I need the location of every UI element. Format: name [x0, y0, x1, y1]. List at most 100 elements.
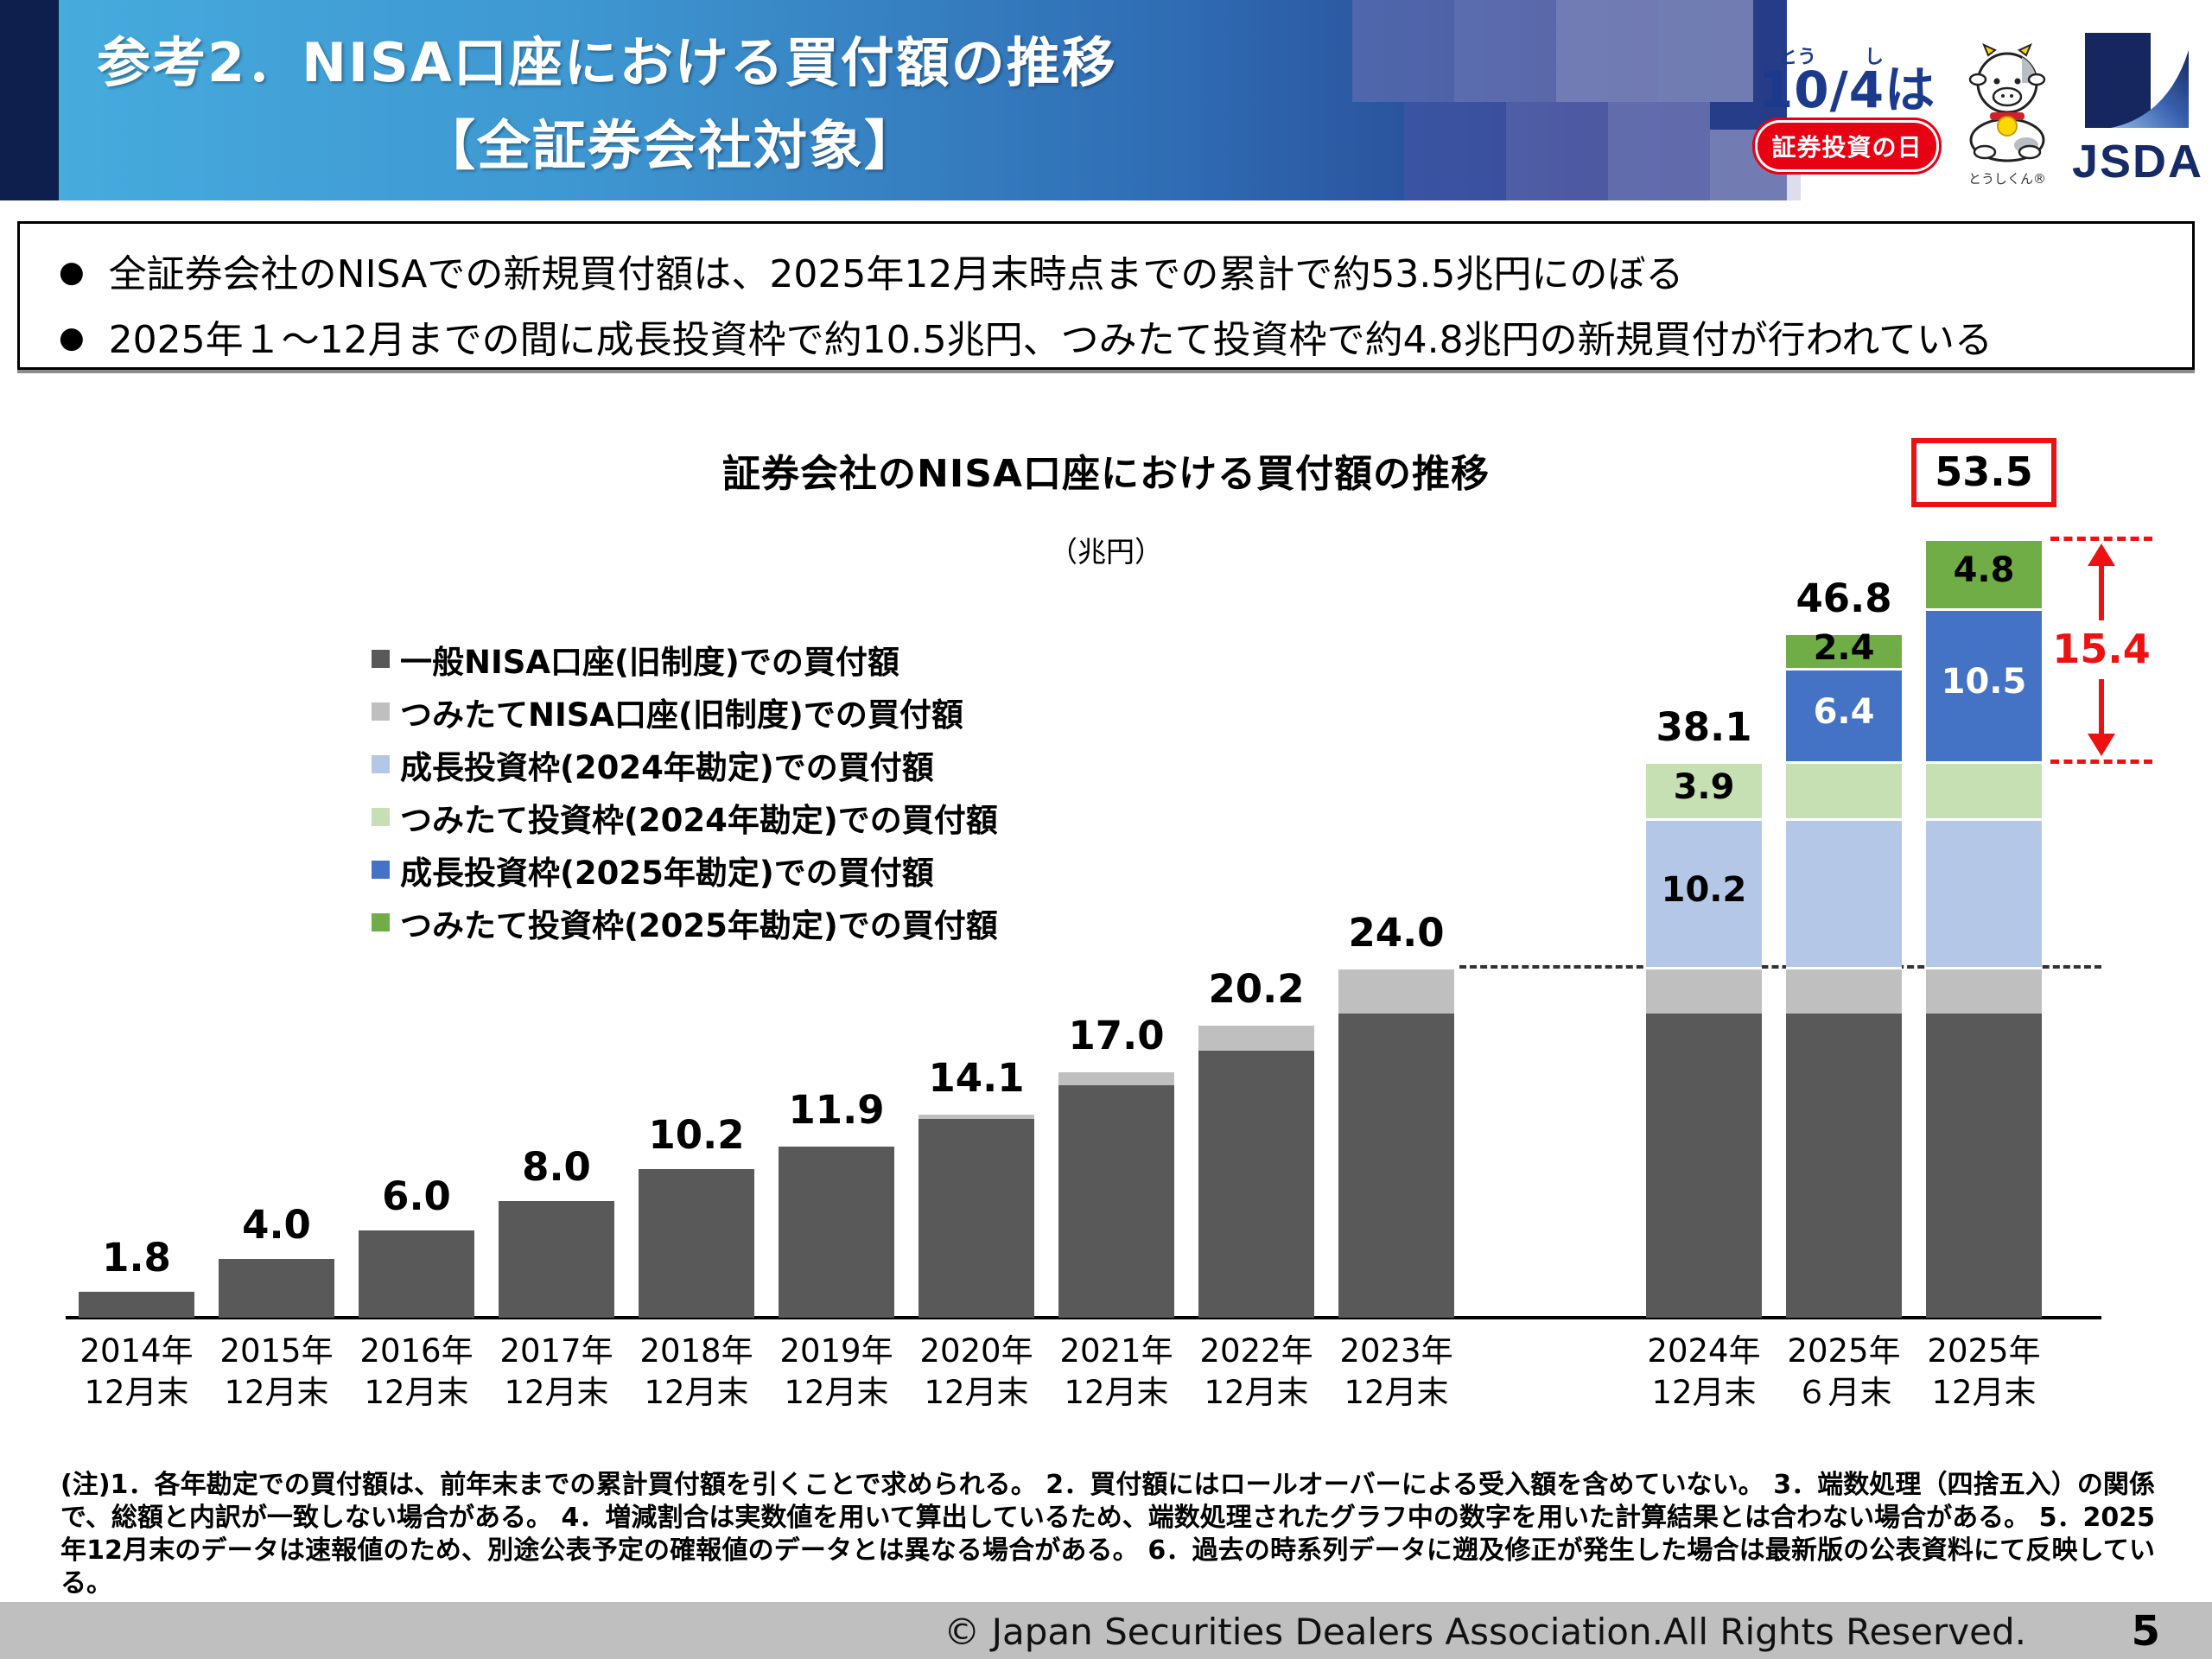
- legend-label: 成長投資枠(2025年勘定)での買付額: [400, 854, 934, 892]
- summary-bullet-1: ● 全証券会社のNISAでの新規買付額は、2025年12月末時点までの累計で約53…: [59, 243, 2167, 298]
- bar-segment-value-label: 2.4: [1813, 627, 1875, 668]
- bar-segment-tsumitate_nisa_old: [1338, 967, 1454, 1014]
- bar-segment-tsumitate_nisa_old: [1926, 967, 2042, 1014]
- bar-total-label: 8.0: [522, 1143, 591, 1190]
- bar-segment-tsumitate_2025: [1926, 537, 2042, 608]
- copyright-text: © Japan Securities Dealers Association.A…: [944, 1611, 2026, 1653]
- legend-swatch-icon: [372, 861, 390, 879]
- slide-title-line2: 【全証券会社対象】: [422, 114, 920, 177]
- red-dashed-line-bottom: [2050, 760, 2152, 765]
- furigana-row: とう し: [1754, 41, 1940, 68]
- x-axis-label: 2014年 12月末: [79, 1332, 194, 1411]
- bar-total-label: 1.8: [102, 1234, 171, 1281]
- bar-segment-growth_2024: [1786, 818, 1902, 968]
- x-axis-label: 2022年 12月末: [1199, 1332, 1313, 1411]
- header-mosaic-square: [1454, 0, 1556, 102]
- bar-segment-general_nisa: [1926, 1014, 2042, 1318]
- investment-day-logo: とう し 10/4は 証券投資の日: [1754, 41, 1940, 169]
- bar-total-label: 20.2: [1208, 965, 1305, 1012]
- legend-swatch-icon: [372, 913, 390, 931]
- page-number: 5: [2131, 1607, 2160, 1656]
- jsda-logo: JSDA: [2072, 33, 2202, 188]
- x-axis-label: 2017年 12月末: [499, 1332, 613, 1411]
- bar-segment-general_nisa: [918, 1119, 1034, 1318]
- bar-segment-general_nisa: [1338, 1014, 1454, 1318]
- header-mosaic-square: [1556, 0, 1658, 102]
- chart-title: 証券会社のNISA口座における買付額の推移: [722, 452, 1490, 496]
- x-axis-label: 2015年 12月末: [219, 1332, 334, 1411]
- mascot-caption: とうしくん®: [1967, 171, 2046, 187]
- bar-segment-tsumitate_nisa_old: [1198, 1022, 1314, 1051]
- furigana-tou: とう: [1778, 47, 1817, 68]
- cow-mascot-icon: [1968, 43, 2046, 162]
- x-axis-label: 2020年 12月末: [919, 1332, 1033, 1411]
- header-mosaic-square: [1404, 102, 1506, 200]
- bar-total-label: 4.0: [242, 1202, 311, 1249]
- bar-segment-tsumitate_nisa_old: [918, 1111, 1034, 1120]
- bar-segment-growth_2025: [1786, 667, 1902, 762]
- bar-segment-tsumitate_2024: [1926, 761, 2042, 819]
- bullet-icon: ●: [59, 255, 85, 289]
- header-banner: 参考2．NISA口座における買付額の推移 【全証券会社対象】 とう し 10/4…: [0, 0, 2212, 200]
- bar-segment-tsumitate_nisa_old: [1646, 967, 1762, 1014]
- legend-item-tsumitate_2025: つみたて投資枠(2025年勘定)での買付額: [372, 896, 998, 949]
- legend-swatch-icon: [372, 755, 390, 773]
- legend-label: 一般NISA口座(旧制度)での買付額: [400, 643, 899, 681]
- bar-total-label: 38.1: [1656, 704, 1752, 751]
- summary-bullet-2-text: 2025年１～12月までの間に成長投資枠で約10.5兆円、つみたて投資枠で約4.…: [108, 318, 1993, 362]
- bar-segment-growth_2024: [1646, 818, 1762, 968]
- legend-label: つみたて投資枠(2024年勘定)での買付額: [400, 801, 998, 839]
- legend-swatch-icon: [372, 702, 390, 721]
- legend-item-tsumitate_nisa_old: つみたてNISA口座(旧制度)での買付額: [372, 685, 998, 738]
- arrow-head-down-icon: [2088, 734, 2115, 757]
- x-axis-line: [66, 1316, 2101, 1319]
- bar-segment-value-label: 10.5: [1941, 662, 2027, 702]
- bar-segment-tsumitate_2025: [1786, 632, 1902, 668]
- delta-value-label: 15.4: [2052, 625, 2151, 672]
- delta-arrow-lower-line: [2099, 678, 2104, 736]
- jsda-logo-text: JSDA: [2072, 136, 2204, 188]
- x-axis-label: 2018年 12月末: [639, 1332, 753, 1411]
- investment-day-badge: 証券投資の日: [1758, 123, 1936, 169]
- bar-segment-general_nisa: [359, 1230, 474, 1318]
- bar-segment-tsumitate_nisa_old: [779, 1143, 894, 1147]
- bar-segment-general_nisa: [779, 1147, 894, 1318]
- bar-segment-general_nisa: [79, 1291, 194, 1318]
- x-axis-label: 2019年 12月末: [779, 1332, 893, 1411]
- reference-dashed-line-24: [1459, 965, 2101, 969]
- chart-unit-label: （兆円）: [1049, 535, 1163, 569]
- bar-segment-value-label: 4.8: [1953, 550, 2015, 591]
- legend-swatch-icon: [372, 650, 390, 668]
- bar-segment-general_nisa: [1058, 1085, 1174, 1318]
- footer-bar: © Japan Securities Dealers Association.A…: [0, 1602, 2212, 1659]
- delta-arrow-upper-line: [2099, 563, 2104, 620]
- x-axis-label: 2025年 12月末: [1927, 1332, 2041, 1411]
- slide-title-line1: 参考2．NISA口座における買付額の推移: [97, 31, 1117, 94]
- bar-total-label: 10.2: [648, 1111, 745, 1158]
- header-mosaic-square: [1608, 102, 1710, 200]
- legend-label: つみたて投資枠(2025年勘定)での買付額: [400, 906, 998, 944]
- bar-segment-general_nisa: [1786, 1014, 1902, 1318]
- header-left-navy-band: [0, 0, 59, 200]
- summary-bullet-1-text: 全証券会社のNISAでの新規買付額は、2025年12月末時点までの累計で約53.…: [108, 252, 1684, 296]
- x-axis-label: 2025年 ６月末: [1787, 1332, 1901, 1411]
- bar-segment-general_nisa: [639, 1168, 754, 1318]
- bar-segment-value-label: 10.2: [1661, 870, 1747, 911]
- bar-total-label: 46.8: [1796, 575, 1892, 622]
- legend-item-tsumitate_2024: つみたて投資枠(2024年勘定)での買付額: [372, 791, 998, 843]
- header-mosaic-square: [1506, 102, 1608, 200]
- arrow-head-up-icon: [2088, 543, 2115, 566]
- bar-total-label: 6.0: [382, 1173, 451, 1219]
- mascot: とうしくん®: [1951, 43, 2063, 188]
- x-axis-label: 2021年 12月末: [1059, 1332, 1173, 1411]
- summary-box: ● 全証券会社のNISAでの新規買付額は、2025年12月末時点までの累計で約53…: [17, 221, 2195, 370]
- bar-total-label-boxed: 53.5: [1911, 437, 2056, 507]
- bar-segment-general_nisa: [499, 1200, 614, 1318]
- summary-bullet-2: ● 2025年１～12月までの間に成長投資枠で約10.5兆円、つみたて投資枠で約4…: [59, 308, 2167, 364]
- bar-segment-value-label: 6.4: [1813, 692, 1875, 733]
- bar-segment-general_nisa: [1646, 1014, 1762, 1318]
- bar-total-label: 24.0: [1348, 910, 1445, 957]
- red-dashed-line-top: [2050, 536, 2152, 541]
- bar-segment-tsumitate_2024: [1786, 761, 1902, 819]
